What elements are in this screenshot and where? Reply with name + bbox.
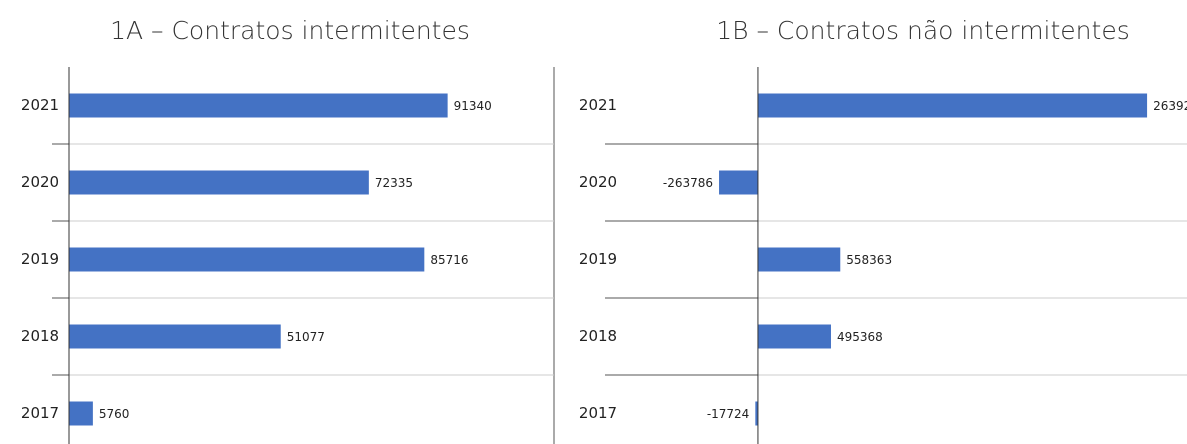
bar [69, 324, 281, 349]
bar [757, 324, 831, 349]
bar [69, 247, 425, 272]
bar [755, 401, 758, 426]
chart-title: 1A – Contratos intermitentes [110, 16, 470, 45]
category-label: 2020 [579, 173, 617, 191]
chart-title: 1B – Contratos não intermitentes [716, 16, 1130, 45]
category-label: 2017 [21, 404, 59, 422]
value-label: 495368 [837, 330, 883, 344]
category-label: 2021 [579, 96, 617, 114]
value-label: 85716 [430, 253, 468, 267]
value-label: -263786 [663, 176, 713, 190]
category-label: 2018 [21, 327, 59, 345]
bar [757, 247, 841, 272]
category-label: 2017 [579, 404, 617, 422]
bar [69, 401, 93, 426]
category-label: 2019 [579, 250, 617, 268]
category-label: 2021 [21, 96, 59, 114]
bar [757, 93, 1148, 118]
bar [69, 170, 369, 195]
value-label: 558363 [846, 253, 892, 267]
bar [719, 170, 758, 195]
value-label: 5760 [99, 407, 130, 421]
category-label: 2019 [21, 250, 59, 268]
value-label: 91340 [454, 99, 492, 113]
bar [69, 93, 448, 118]
value-label: -17724 [707, 407, 750, 421]
category-label: 2020 [21, 173, 59, 191]
value-label: 72335 [375, 176, 413, 190]
value-label: 51077 [287, 330, 325, 344]
category-label: 2018 [579, 327, 617, 345]
value-label: 2639265 [1153, 99, 1187, 113]
